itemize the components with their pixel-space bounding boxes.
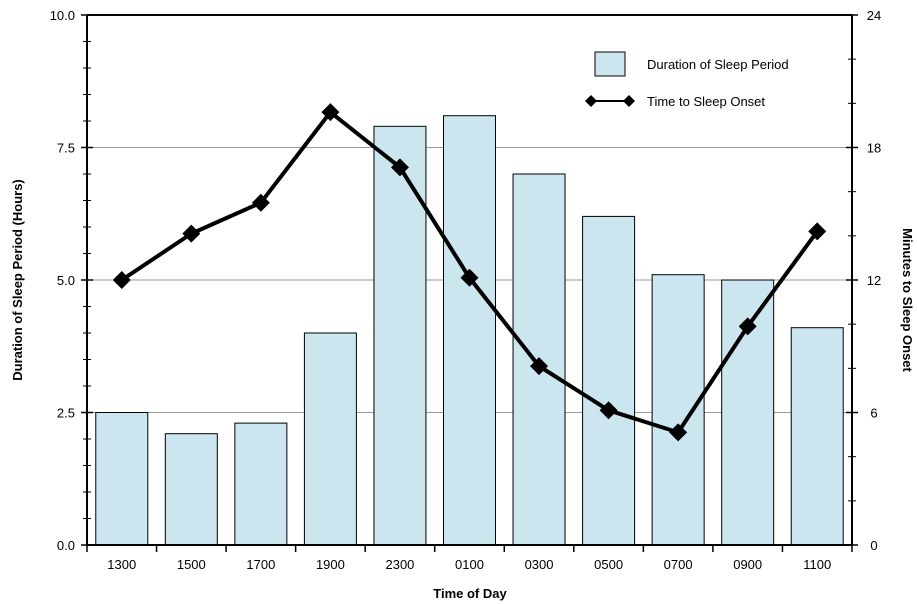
y-axis-left-title: Duration of Sleep Period (Hours) — [10, 179, 25, 381]
data-point-marker — [738, 317, 757, 336]
data-point-marker — [460, 268, 479, 287]
y-right-tick-label: 24 — [867, 8, 881, 23]
x-tick-label: 1300 — [107, 557, 136, 572]
y-right-tick-label: 12 — [867, 273, 881, 288]
x-tick-label: 1100 — [803, 557, 831, 572]
y-axis-right-title: Minutes to Sleep Onset — [900, 228, 915, 372]
bar — [443, 115, 496, 546]
x-tick-label: 1700 — [246, 557, 275, 572]
legend-label-bar: Duration of Sleep Period — [647, 57, 789, 72]
bar-series — [95, 115, 844, 546]
y-left-tick-label: 10.0 — [50, 8, 75, 23]
x-tick-label: 1900 — [316, 557, 345, 572]
y-right-tick-label: 18 — [867, 141, 881, 156]
y-right-tick-label: 0 — [870, 538, 877, 553]
x-tick-label: 0100 — [455, 557, 484, 572]
legend-label-line: Time to Sleep Onset — [647, 94, 765, 109]
legend-marker — [585, 95, 597, 107]
bar — [234, 422, 288, 546]
bar — [164, 433, 218, 546]
x-tick-label: 0300 — [525, 557, 554, 572]
data-point-marker — [251, 193, 270, 212]
y-left-tick-label: 2.5 — [57, 406, 75, 421]
data-point-marker — [530, 357, 549, 376]
data-point-marker — [599, 401, 618, 420]
legend-swatch-bar — [594, 51, 626, 77]
y-right-tick-label: 6 — [870, 406, 877, 421]
data-point-marker — [321, 103, 340, 122]
bar — [651, 274, 705, 546]
bar — [95, 412, 149, 546]
bar — [303, 332, 357, 546]
data-point-marker — [112, 271, 131, 289]
legend: Duration of Sleep Period Time to Sleep On… — [585, 51, 789, 109]
legend-marker — [623, 95, 635, 107]
x-tick-label: 2300 — [385, 557, 414, 572]
x-tick-label: 0900 — [733, 557, 762, 572]
line-series — [112, 103, 827, 442]
y-left-tick-label: 5.0 — [57, 273, 75, 288]
y-left-tick-label: 7.5 — [57, 141, 75, 156]
x-axis-title: Time of Day — [433, 586, 507, 601]
data-point-marker — [182, 224, 201, 243]
data-point-marker — [390, 158, 409, 177]
bar — [582, 215, 636, 546]
bar — [790, 327, 844, 546]
x-tick-label: 0700 — [664, 557, 693, 572]
data-point-marker — [669, 423, 688, 442]
bar — [373, 125, 427, 546]
axes: 0.0 2.5 5.0 7.5 10.0 0 6 12 18 24 1300 1500 1700 1900… — [50, 8, 882, 572]
y-left-tick-label: 0.0 — [57, 538, 75, 553]
data-point-marker — [808, 222, 827, 241]
x-tick-label: 0500 — [594, 557, 623, 572]
x-tick-label: 1500 — [177, 557, 206, 572]
